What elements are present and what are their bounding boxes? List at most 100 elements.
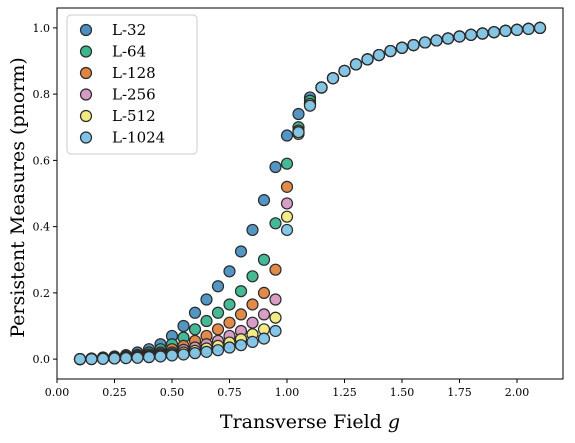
data-point: [441, 32, 455, 45]
data-point: [257, 286, 271, 299]
data-point: [280, 180, 294, 193]
legend-item: L-256: [79, 86, 156, 104]
data-point: [269, 217, 282, 230]
data-point: [257, 332, 271, 345]
x-tick-label: 0.25: [102, 386, 127, 399]
legend: L-32 L-64 L-128 L-256 L-512 L-1024: [66, 14, 198, 155]
data-point: [430, 34, 443, 47]
legend-item: L-64: [79, 43, 146, 61]
data-point: [223, 341, 236, 354]
data-point: [349, 58, 363, 71]
data-point: [96, 352, 110, 365]
data-point: [361, 53, 374, 66]
y-tick-label: 0.4: [33, 221, 51, 234]
y-axis-label: Persistent Measures (pnorm): [7, 57, 29, 338]
data-point: [223, 316, 236, 329]
series-L-1024: [73, 21, 547, 366]
data-point: [269, 311, 282, 324]
x-axis-label-text: Transverse Field: [220, 411, 382, 433]
x-tick-label: 2.00: [505, 386, 530, 399]
data-point: [223, 265, 236, 278]
data-point: [234, 339, 248, 352]
data-point: [407, 38, 420, 52]
data-point: [533, 21, 547, 34]
data-point: [395, 41, 409, 54]
data-point: [453, 30, 466, 43]
data-point: [476, 27, 489, 40]
x-axis-label: Transverse Field g: [220, 411, 400, 433]
data-point: [338, 64, 351, 78]
data-point: [188, 306, 202, 319]
data-point: [246, 223, 259, 237]
data-point: [234, 308, 248, 321]
data-point: [257, 308, 271, 321]
data-point: [188, 347, 202, 360]
x-tick-label: 1.75: [447, 386, 472, 399]
data-point: [177, 319, 190, 333]
data-point: [384, 44, 397, 58]
data-point: [292, 107, 305, 121]
data-point: [257, 194, 271, 207]
data-point: [188, 323, 202, 336]
y-tick-label: 0.8: [33, 88, 51, 101]
data-point: [246, 335, 259, 348]
data-point: [487, 26, 501, 39]
legend-marker: [79, 109, 93, 123]
x-tick-label: 0.50: [160, 386, 185, 399]
data-point: [269, 263, 282, 276]
legend-label: L-32: [112, 21, 146, 39]
data-point: [246, 316, 259, 329]
data-point: [73, 353, 87, 366]
y-tick-label: 0.2: [33, 287, 51, 300]
legend-label: L-512: [112, 107, 156, 125]
legend-marker: [79, 45, 93, 58]
data-point: [269, 160, 282, 174]
legend-item: L-1024: [79, 129, 165, 147]
y-tick-label: 0.6: [33, 154, 51, 167]
x-tick-label: 0.75: [217, 386, 242, 399]
data-point: [154, 350, 167, 363]
data-point: [211, 323, 225, 336]
data-point: [418, 36, 432, 49]
data-point: [234, 245, 248, 258]
data-point: [280, 197, 294, 210]
data-point: [200, 293, 213, 306]
data-point: [280, 210, 294, 223]
data-point: [315, 81, 328, 94]
data-point: [142, 351, 156, 364]
data-point: [499, 24, 512, 37]
data-point: [464, 28, 478, 41]
data-point: [165, 349, 179, 362]
data-point: [177, 348, 190, 361]
data-point: [372, 48, 386, 62]
data-point: [269, 324, 282, 338]
data-point: [280, 129, 294, 142]
data-point: [200, 345, 213, 358]
legend-marker: [79, 88, 93, 101]
data-point: [269, 293, 282, 306]
plot-frame: [56, 7, 564, 380]
data-point: [108, 352, 121, 365]
data-point: [85, 353, 98, 366]
data-point: [280, 157, 294, 170]
data-point: [119, 352, 133, 365]
legend-item: L-32: [79, 21, 146, 39]
data-point: [200, 314, 213, 328]
data-point: [223, 298, 236, 311]
legend-box: [66, 14, 198, 155]
y-axis-ticks: 0.0 0.2 0.4 0.6 0.8 1.0: [33, 22, 57, 366]
data-point: [211, 344, 225, 357]
data-point: [510, 23, 524, 36]
data-point: [522, 22, 535, 35]
data-point: [303, 99, 317, 112]
legend-marker: [79, 131, 93, 144]
legend-marker: [79, 66, 93, 80]
data-point: [246, 270, 259, 283]
data-point: [246, 298, 259, 311]
x-axis-ticks: 0.00 0.25 0.50 0.75 1.00 1.25 1.50 1.75 2.00: [45, 379, 530, 399]
markers-layer: [73, 21, 547, 366]
x-tick-label: 1.25: [332, 386, 357, 399]
x-tick-label: 1.50: [390, 386, 415, 399]
legend-item: L-128: [79, 64, 156, 82]
